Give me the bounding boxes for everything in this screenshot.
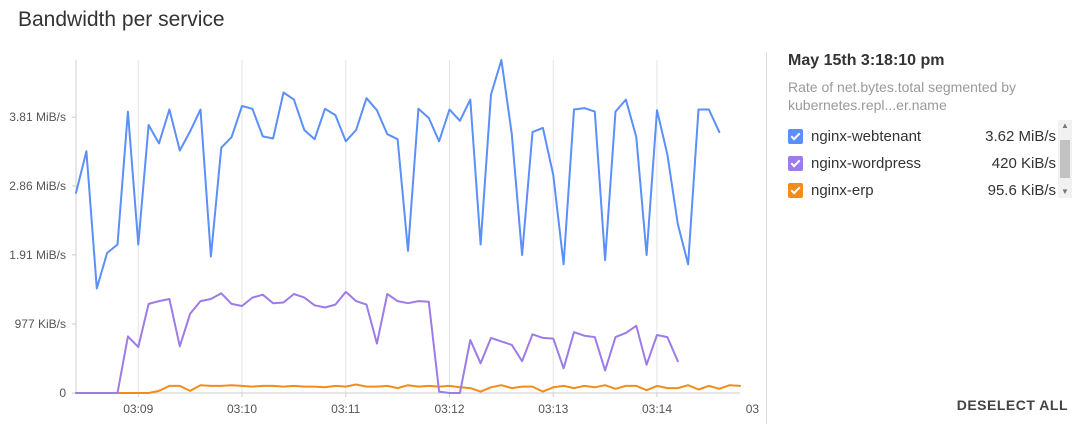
legend-item-name: nginx-webtenant xyxy=(811,128,922,145)
legend-list: nginx-webtenant 3.62 MiB/s nginx-wordpre… xyxy=(788,123,1056,204)
x-tick-label: 03:12 xyxy=(434,402,464,416)
x-tick-label: 03:10 xyxy=(227,402,257,416)
scrollbar-thumb[interactable] xyxy=(1060,140,1070,178)
legend-scrollbar[interactable]: ▲ ▼ xyxy=(1058,120,1072,198)
x-tick-label: 03:13 xyxy=(538,402,568,416)
legend-divider xyxy=(766,52,767,424)
y-tick-label: 3.81 MiB/s xyxy=(9,110,66,124)
series-line-nginx-erp xyxy=(75,383,741,394)
series-line-nginx-webtenant xyxy=(75,59,721,290)
legend-description: Rate of net.bytes.total segmented by kub… xyxy=(788,79,1017,113)
checkbox-checked-icon[interactable] xyxy=(788,183,803,198)
legend-timestamp: May 15th 3:18:10 pm xyxy=(788,52,945,69)
scroll-down-arrow-icon[interactable]: ▼ xyxy=(1061,187,1069,196)
legend-item-value: 3.62 MiB/s xyxy=(985,128,1056,145)
bandwidth-line-chart[interactable]: 0 977 KiB/s 1.91 MiB/s 2.86 MiB/s 3.81 MiB/s… xyxy=(0,0,760,431)
panel-title: Bandwidth per service xyxy=(18,8,225,31)
x-tick-label: 03:09 xyxy=(123,402,153,416)
legend-item-nginx-wordpress[interactable]: nginx-wordpress 420 KiB/s xyxy=(788,150,1056,177)
checkbox-checked-icon[interactable] xyxy=(788,156,803,171)
x-tick-label: 03:15 xyxy=(746,402,760,416)
x-tick-label: 03:11 xyxy=(331,402,360,416)
y-tick-label: 1.91 MiB/s xyxy=(9,248,66,262)
legend-panel: May 15th 3:18:10 pm Rate of net.bytes.to… xyxy=(788,52,1078,204)
scroll-up-arrow-icon[interactable]: ▲ xyxy=(1061,121,1069,130)
x-tick-label: 03:14 xyxy=(642,402,672,416)
legend-item-name: nginx-erp xyxy=(811,182,874,199)
y-tick-label: 0 xyxy=(59,386,66,400)
legend-item-value: 95.6 KiB/s xyxy=(987,182,1056,199)
y-tick-label: 2.86 MiB/s xyxy=(9,179,66,193)
legend-item-nginx-webtenant[interactable]: nginx-webtenant 3.62 MiB/s xyxy=(788,123,1056,150)
checkbox-checked-icon[interactable] xyxy=(788,129,803,144)
y-tick-label: 977 KiB/s xyxy=(15,317,66,331)
legend-item-name: nginx-wordpress xyxy=(811,155,922,172)
legend-item-value: 420 KiB/s xyxy=(991,155,1056,172)
legend-item-nginx-erp[interactable]: nginx-erp 95.6 KiB/s xyxy=(788,177,1056,204)
deselect-all-button[interactable]: DESELECT ALL xyxy=(956,397,1068,413)
series-line-nginx-wordpress xyxy=(75,290,679,394)
